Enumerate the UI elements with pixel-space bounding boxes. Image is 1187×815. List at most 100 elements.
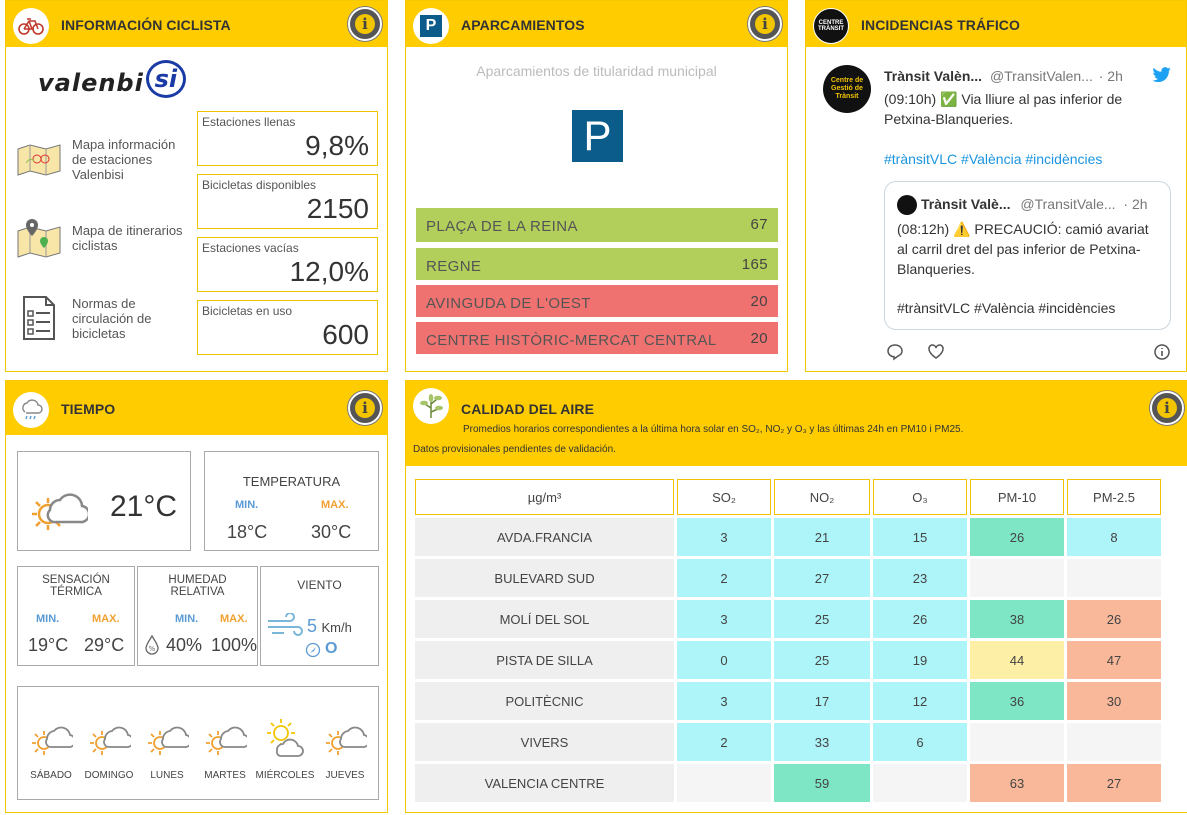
parking-row[interactable]: PLAÇA DE LA REINA 67 [416, 208, 778, 242]
tweet-avatar[interactable]: Centre de Gestió de Trànsit [823, 65, 871, 113]
tiempo-header: TIEMPO i [6, 381, 387, 435]
parking-row[interactable]: CENTRE HISTÒRIC-MERCAT CENTRAL 20 [416, 322, 778, 354]
ciclista-header: INFORMACIÓN CICLISTA i [6, 1, 387, 47]
tweet-hashtags[interactable]: #trànsitVLC #València #incidències [884, 151, 1103, 167]
info-button[interactable]: i [348, 391, 382, 425]
trafico-title: INCIDENCIAS TRÁFICO [861, 17, 1021, 33]
min-label: MIN. [36, 613, 60, 625]
so2-cell: 2 [677, 723, 771, 761]
weather-icon [13, 392, 49, 428]
like-heart-icon[interactable] [927, 343, 945, 361]
quoted-handle: @TransitVale... [1020, 196, 1116, 212]
no2-header: NO₂ [774, 479, 870, 515]
station-name: VALENCIA CENTRE [415, 764, 674, 802]
humedad-min: 40% [166, 635, 203, 655]
link-mapa-estaciones[interactable]: Mapa información de estaciones Valenbisi [16, 137, 192, 182]
compass-icon [305, 642, 321, 658]
no2-cell: 59 [774, 764, 870, 802]
table-row: AVDA.FRANCIA 3 21 15 26 8 [415, 518, 1161, 556]
min-label: MIN. [235, 499, 259, 511]
station-name: POLITÈCNIC [415, 682, 674, 720]
temp-min: 18°C [227, 522, 268, 542]
o3-cell: 15 [873, 518, 967, 556]
info-circle-icon[interactable] [1153, 343, 1171, 361]
aire-provisional-note: Datos provisionales pendientes de valida… [413, 444, 616, 455]
no2-cell: 21 [774, 518, 870, 556]
forecast-day-label: JUEVES [325, 770, 365, 781]
leaf-icon [413, 388, 449, 424]
parking-row[interactable]: REGNE 165 [416, 248, 778, 280]
wind-speed: 5 Km/h [307, 616, 352, 636]
so2-cell: 2 [677, 559, 771, 597]
info-icon: i [755, 14, 775, 34]
wind-direction: O [325, 640, 338, 657]
quoted-author: Trànsit Valè... [921, 196, 1011, 212]
forecast-day[interactable]: MIÉRCOLES [254, 717, 316, 781]
so2-cell: 0 [677, 641, 771, 679]
forecast-day[interactable]: LUNES [138, 717, 196, 781]
o3-cell: 23 [873, 559, 967, 597]
table-row: VIVERS 2 33 6 [415, 723, 1161, 761]
forecast-day-label: SÁBADO [30, 770, 72, 781]
sensacion-max: 29°C [84, 635, 125, 655]
pm10-header: PM-10 [970, 479, 1064, 515]
partly-cloudy-icon [148, 726, 192, 755]
pm25-cell: 27 [1067, 764, 1161, 802]
bicycle-icon [13, 8, 49, 44]
unit-header: µg/m³ [415, 479, 674, 515]
no2-cell: 17 [774, 682, 870, 720]
humedad-label: HUMEDAD RELATIVA [168, 574, 227, 598]
valenbisi-logo[interactable]: valenbi si [38, 60, 186, 103]
sensacion-label: SENSACIÓN TÉRMICA [42, 574, 110, 598]
aire-header: CALIDAD DEL AIRE i Promedios horarios co… [406, 381, 1187, 466]
forecast-day-label: LUNES [150, 770, 184, 781]
partly-cloudy-icon [90, 726, 134, 755]
station-name: VIVERS [415, 723, 674, 761]
twitter-bird-icon[interactable] [1152, 67, 1172, 83]
parking-row[interactable]: AVINGUDA DE L'OEST 20 [416, 285, 778, 317]
link-mapa-itinerarios[interactable]: Mapa de itinerarios ciclistas [16, 217, 192, 259]
wind-icon [268, 613, 303, 636]
pm10-cell [970, 723, 1064, 761]
sensacion-min: 19°C [28, 635, 69, 655]
forecast-day[interactable]: DOMINGO [80, 717, 138, 781]
tweet-age[interactable]: · 2h [1098, 68, 1123, 84]
sun-cloud-icon [267, 719, 304, 757]
info-button[interactable]: i [1150, 391, 1184, 425]
max-label: MAX. [321, 499, 349, 511]
pm25-cell [1067, 559, 1161, 597]
tweet-header: Trànsit Valèn... @TransitValen... · 2h [884, 68, 1123, 84]
o3-cell [873, 764, 967, 802]
o3-cell: 19 [873, 641, 967, 679]
aparcamientos-subtitle: Aparcamientos de titularidad municipal [476, 63, 717, 79]
info-button[interactable]: i [348, 7, 382, 41]
quoted-header: Trànsit Valè... @TransitVale... · 2h [921, 196, 1148, 212]
no2-cell: 25 [774, 600, 870, 638]
tweet-author[interactable]: Trànsit Valèn... [884, 68, 983, 84]
link-normas[interactable]: Normas de circulación de bicicletas [16, 295, 192, 341]
so2-cell [677, 764, 771, 802]
info-icon: i [355, 14, 375, 34]
info-button[interactable]: i [748, 7, 782, 41]
table-row: PISTA DE SILLA 0 25 19 44 47 [415, 641, 1161, 679]
quoted-tweet[interactable]: Trànsit Valè... @TransitVale... · 2h (08… [884, 181, 1171, 330]
so2-cell: 3 [677, 518, 771, 556]
info-icon: i [355, 398, 375, 418]
link-label: Mapa información de estaciones Valenbisi [72, 137, 176, 182]
forecast-day[interactable]: SÁBADO [22, 717, 80, 781]
forecast-day[interactable]: JUEVES [316, 717, 374, 781]
reply-icon[interactable] [886, 343, 904, 361]
info-icon: i [1157, 398, 1177, 418]
sensacion-box: SENSACIÓN TÉRMICA MIN. MAX. 19°C 29°C [17, 566, 135, 666]
station-name: AVDA.FRANCIA [415, 518, 674, 556]
temp-max: 30°C [311, 522, 352, 542]
pm10-cell: 38 [970, 600, 1064, 638]
pm10-cell: 26 [970, 518, 1064, 556]
forecast-day[interactable]: MARTES [196, 717, 254, 781]
o3-header: O₃ [873, 479, 967, 515]
pm25-header: PM-2.5 [1067, 479, 1161, 515]
tiempo-panel: TIEMPO i 21°C TEMPERATURA MIN. MAX. 18°C… [5, 380, 388, 813]
so2-header: SO₂ [677, 479, 771, 515]
tweet-handle[interactable]: @TransitValen... [989, 68, 1093, 84]
temperatura-box: TEMPERATURA MIN. MAX. 18°C 30°C [204, 451, 379, 551]
